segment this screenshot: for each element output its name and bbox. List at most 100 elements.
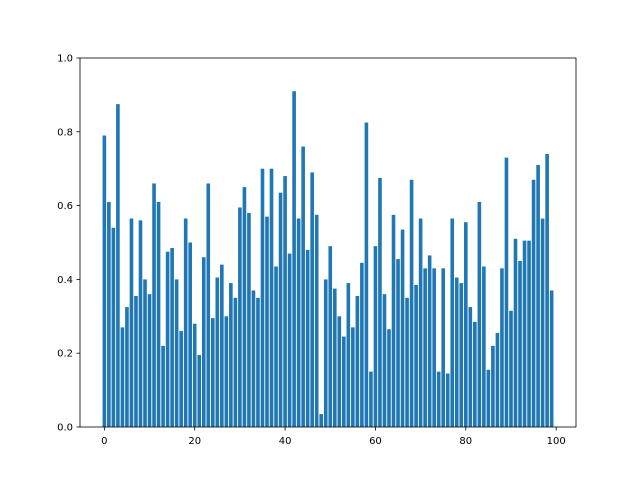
bar (161, 345, 165, 427)
y-tick-label: 0.6 (57, 201, 73, 212)
bar (107, 201, 111, 427)
bar (292, 91, 296, 428)
bar (210, 318, 215, 427)
bar (129, 218, 134, 427)
bar (482, 266, 486, 427)
bar (454, 277, 459, 427)
bar (120, 327, 125, 427)
x-tick-label: 20 (188, 436, 201, 447)
bar (192, 323, 197, 427)
bar (152, 183, 156, 427)
bar (138, 220, 143, 427)
bar (364, 122, 369, 427)
bar (242, 187, 247, 427)
bar (351, 327, 355, 427)
x-tick-label: 60 (369, 436, 382, 447)
bar (165, 251, 170, 427)
bar (405, 297, 409, 427)
bar (310, 172, 314, 427)
bar (314, 214, 319, 427)
bar (179, 331, 183, 427)
bar (260, 168, 265, 427)
x-tick-label: 100 (547, 436, 566, 447)
bar (509, 310, 513, 427)
bar (233, 297, 238, 427)
y-tick-label: 0.0 (57, 423, 73, 434)
bar (319, 414, 324, 427)
x-tick-label: 40 (279, 436, 292, 447)
bar (197, 355, 202, 427)
bar (418, 218, 423, 427)
x-tick-label: 0 (101, 436, 107, 447)
bar (504, 157, 509, 427)
bar (274, 266, 278, 427)
bar (436, 371, 441, 427)
bar (116, 104, 120, 427)
bar (170, 248, 174, 427)
bar (287, 253, 292, 427)
y-tick-label: 1.0 (57, 54, 73, 65)
bar (278, 192, 283, 427)
bar (459, 283, 464, 427)
bar (463, 222, 468, 427)
bar (423, 268, 427, 427)
bar (522, 240, 527, 427)
bar (369, 371, 373, 427)
bar (396, 259, 400, 427)
bar (540, 218, 545, 427)
bar (536, 165, 540, 427)
bar (183, 218, 188, 427)
bar (473, 321, 477, 427)
bar (360, 262, 364, 427)
bar (328, 246, 333, 427)
bar (143, 279, 147, 427)
bar (201, 257, 206, 427)
bar (378, 177, 382, 427)
bar (342, 336, 346, 427)
bar (346, 283, 351, 427)
bar (450, 218, 455, 427)
axes-frame (79, 57, 577, 428)
bar (486, 369, 491, 427)
bar (382, 294, 387, 427)
y-tick-label: 0.2 (57, 349, 73, 360)
bar (427, 255, 432, 427)
bar (102, 135, 107, 428)
bar (531, 179, 536, 427)
bar (441, 268, 446, 427)
bar (283, 176, 287, 427)
bar (549, 290, 554, 427)
bar (174, 279, 179, 427)
bar (414, 284, 418, 427)
bar (134, 296, 138, 427)
bar (518, 260, 522, 427)
bar (468, 307, 473, 427)
bar (400, 229, 405, 427)
bar (527, 240, 531, 427)
bar (432, 268, 436, 427)
bar (323, 279, 328, 427)
bar (477, 201, 482, 427)
bar (251, 290, 256, 427)
bar (256, 297, 260, 427)
bar (445, 373, 450, 427)
bar (125, 307, 129, 427)
x-tick-label: 80 (459, 436, 472, 447)
bar (238, 207, 242, 427)
bar (247, 212, 251, 427)
bar (111, 227, 116, 427)
bar (156, 201, 161, 427)
bar (332, 288, 337, 427)
bar (545, 153, 549, 427)
bar (387, 329, 391, 427)
bar (409, 179, 414, 427)
y-tick-label: 0.4 (57, 275, 73, 286)
bar (296, 218, 301, 427)
bar (500, 268, 504, 427)
bar (147, 294, 152, 427)
bar (513, 238, 518, 427)
bar (265, 216, 269, 427)
bar (224, 316, 229, 427)
bar (301, 146, 305, 427)
